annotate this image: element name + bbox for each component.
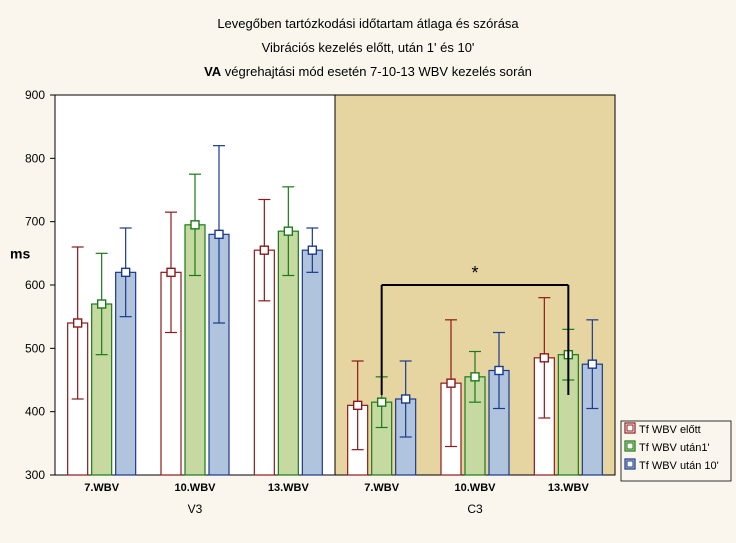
group-label: 7.WBV — [84, 482, 120, 494]
group-label: 13.WBV — [268, 482, 310, 494]
chart-container: Levegőben tartózkodási időtartam átlaga … — [0, 0, 736, 543]
sig-star: * — [471, 263, 478, 283]
mean-marker — [260, 246, 268, 254]
ytick-label: 400 — [25, 405, 45, 419]
ytick-label: 800 — [25, 151, 45, 165]
mean-marker — [167, 268, 175, 276]
mean-marker — [215, 230, 223, 238]
ytick-label: 600 — [25, 278, 45, 292]
mean-marker — [308, 246, 316, 254]
title-line-3-bold: VA — [204, 64, 221, 79]
legend-marker — [627, 425, 633, 431]
chart-svg: 300 400 500 600 700 800 900 ms 7.WBV 10.WBV 13.WBV… — [0, 0, 736, 543]
y-axis-label: ms — [10, 245, 30, 261]
mean-marker — [98, 300, 106, 308]
legend-label: Tf WBV után 10' — [639, 460, 719, 472]
bar — [302, 250, 322, 475]
mean-marker — [447, 379, 455, 387]
mean-marker — [402, 395, 410, 403]
group-label: 10.WBV — [455, 482, 497, 494]
group-label: 10.WBV — [175, 482, 217, 494]
ytick-label: 500 — [25, 341, 45, 355]
mean-marker — [122, 268, 130, 276]
mean-marker — [540, 354, 548, 362]
mean-marker — [284, 227, 292, 235]
mean-marker — [354, 401, 362, 409]
title-line-1: Levegőben tartózkodási időtartam átlaga … — [0, 16, 736, 31]
title-line-2: Vibrációs kezelés előtt, után 1' és 10' — [0, 40, 736, 55]
mean-marker — [588, 360, 596, 368]
mean-marker — [495, 367, 503, 375]
mean-marker — [191, 221, 199, 229]
legend-label: Tf WBV után1' — [639, 442, 710, 454]
legend-marker — [627, 461, 633, 467]
title-line-3: VA végrehajtási mód esetén 7-10-13 WBV k… — [0, 64, 736, 79]
mean-marker — [74, 319, 82, 327]
group-label: 7.WBV — [364, 482, 400, 494]
panel-label: C3 — [467, 502, 483, 516]
ytick-label: 300 — [25, 468, 45, 482]
group-label: 13.WBV — [548, 482, 590, 494]
mean-marker — [378, 398, 386, 406]
legend-label: Tf WBV előtt — [639, 424, 701, 436]
ytick-label: 900 — [25, 88, 45, 102]
title-line-3-rest: végrehajtási mód esetén 7-10-13 WBV keze… — [221, 64, 532, 79]
legend-marker — [627, 443, 633, 449]
ytick-label: 700 — [25, 215, 45, 229]
mean-marker — [471, 373, 479, 381]
panel-label: V3 — [188, 502, 203, 516]
